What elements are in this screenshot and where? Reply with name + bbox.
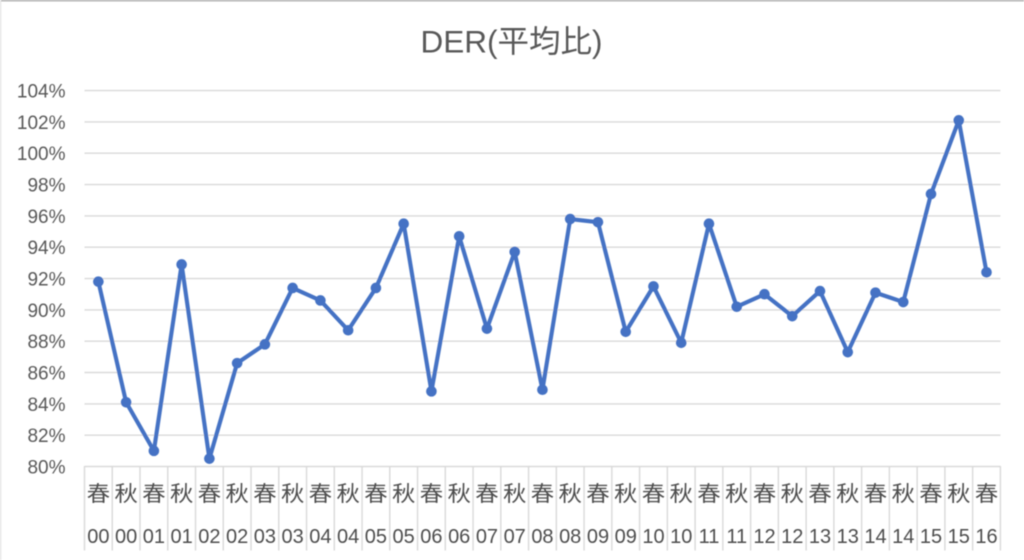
svg-text:98%: 98% xyxy=(27,176,65,197)
svg-text:15: 15 xyxy=(948,526,970,548)
svg-text:12: 12 xyxy=(753,526,775,548)
svg-text:07: 07 xyxy=(476,526,498,548)
svg-text:07: 07 xyxy=(504,526,526,548)
svg-text:86%: 86% xyxy=(27,364,65,385)
svg-text:13: 13 xyxy=(809,526,831,548)
svg-text:01: 01 xyxy=(143,526,165,548)
svg-text:100%: 100% xyxy=(17,144,66,165)
svg-text:04: 04 xyxy=(309,526,331,548)
svg-text:01: 01 xyxy=(171,526,193,548)
svg-text:06: 06 xyxy=(448,526,470,548)
svg-text:06: 06 xyxy=(420,526,442,548)
svg-text:10: 10 xyxy=(642,526,664,548)
svg-text:16: 16 xyxy=(975,526,997,548)
svg-text:08: 08 xyxy=(559,526,581,548)
svg-text:15: 15 xyxy=(920,526,942,548)
svg-text:11: 11 xyxy=(726,526,747,548)
svg-text:04: 04 xyxy=(337,526,359,548)
svg-text:104%: 104% xyxy=(17,82,66,103)
svg-text:08: 08 xyxy=(531,526,553,548)
svg-text:82%: 82% xyxy=(27,426,65,447)
svg-text:03: 03 xyxy=(282,526,304,548)
svg-text:05: 05 xyxy=(365,526,387,548)
svg-text:80%: 80% xyxy=(27,457,65,478)
svg-text:10: 10 xyxy=(670,526,692,548)
svg-text:14: 14 xyxy=(892,526,914,548)
svg-text:92%: 92% xyxy=(27,270,65,291)
svg-text:09: 09 xyxy=(587,526,609,548)
svg-text:02: 02 xyxy=(226,526,248,548)
svg-text:12: 12 xyxy=(781,526,803,548)
svg-text:DER(: DER( xyxy=(421,23,499,59)
svg-text:102%: 102% xyxy=(17,113,66,134)
svg-text:13: 13 xyxy=(837,526,859,548)
svg-text:00: 00 xyxy=(87,526,109,548)
svg-text:05: 05 xyxy=(393,526,415,548)
svg-text:03: 03 xyxy=(254,526,276,548)
svg-text:94%: 94% xyxy=(27,238,65,259)
svg-text:11: 11 xyxy=(699,526,720,548)
svg-text:): ) xyxy=(592,23,603,59)
svg-text:84%: 84% xyxy=(27,395,65,416)
svg-text:14: 14 xyxy=(864,526,886,548)
svg-text:88%: 88% xyxy=(27,332,65,353)
svg-text:90%: 90% xyxy=(27,301,65,322)
svg-text:00: 00 xyxy=(115,526,137,548)
svg-text:09: 09 xyxy=(615,526,637,548)
svg-text:96%: 96% xyxy=(27,207,65,228)
svg-text:02: 02 xyxy=(198,526,220,548)
